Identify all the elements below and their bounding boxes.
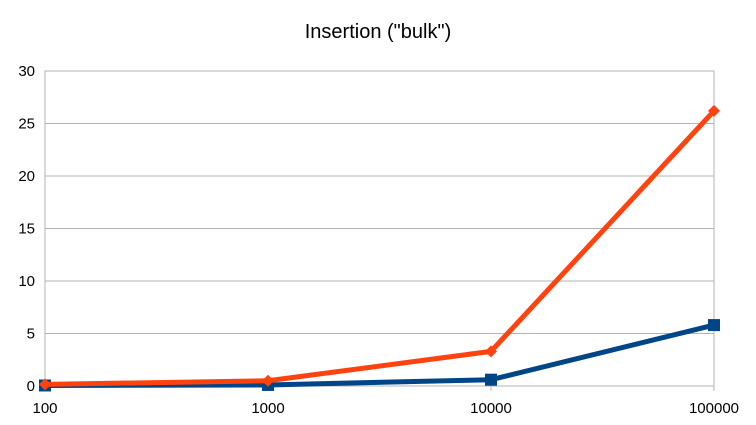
- y-tick-label-30: 30: [18, 63, 35, 80]
- series-2: [39, 104, 720, 391]
- series-2-point-10000: [485, 345, 497, 358]
- x-axis: 100 1000 10000 100000: [32, 386, 739, 417]
- series-2-line: [42, 108, 717, 387]
- x-tick-label-10000: 10000: [470, 400, 512, 417]
- x-tick-label-100000: 100000: [689, 400, 739, 417]
- gridlines: [45, 70, 714, 387]
- plot-area: [44, 70, 715, 387]
- y-tick-label-15: 15: [18, 221, 35, 238]
- series-1-point-100000: [708, 319, 720, 332]
- y-tick-label-0: 0: [27, 378, 35, 395]
- series-2-point-100: [39, 378, 51, 391]
- series-layer: [39, 104, 720, 392]
- y-tick-label-10: 10: [18, 273, 35, 290]
- series-2-point-1000: [262, 374, 274, 387]
- y-axis: 0 5 10 15 20 25 30: [18, 63, 35, 395]
- x-tick-label-100: 100: [32, 400, 57, 417]
- y-tick-label-20: 20: [18, 168, 35, 185]
- series-2-point-100000: [708, 104, 720, 117]
- series-1-line: [42, 322, 717, 388]
- y-tick-label-25: 25: [18, 116, 35, 133]
- series-1-point-10000: [485, 373, 497, 386]
- y-tick-label-5: 5: [27, 326, 35, 343]
- x-tick-label-1000: 1000: [251, 400, 284, 417]
- chart-title: Insertion ("bulk"): [304, 21, 452, 43]
